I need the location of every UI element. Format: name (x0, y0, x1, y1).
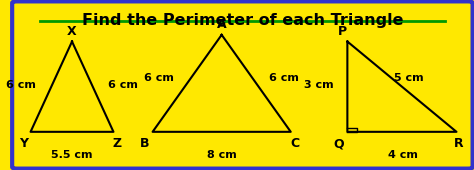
Text: 5.5 cm: 5.5 cm (51, 150, 93, 160)
Text: R: R (454, 137, 464, 150)
Text: Find the Perimeter of each Triangle: Find the Perimeter of each Triangle (82, 13, 403, 28)
Text: C: C (290, 137, 300, 150)
Text: 8 cm: 8 cm (207, 150, 237, 160)
Text: Q: Q (334, 137, 345, 150)
Text: Z: Z (113, 137, 122, 150)
Text: A: A (217, 18, 227, 31)
Text: 6 cm: 6 cm (108, 80, 138, 90)
Text: 6 cm: 6 cm (6, 80, 36, 90)
Text: P: P (338, 25, 347, 38)
Text: Y: Y (19, 137, 28, 150)
Text: 4 cm: 4 cm (388, 150, 418, 160)
Text: 6 cm: 6 cm (145, 73, 174, 83)
FancyBboxPatch shape (12, 1, 473, 169)
Text: B: B (140, 137, 149, 150)
Text: 3 cm: 3 cm (304, 80, 334, 90)
Text: 6 cm: 6 cm (269, 73, 299, 83)
Text: 5 cm: 5 cm (394, 73, 424, 83)
Text: X: X (67, 25, 77, 38)
